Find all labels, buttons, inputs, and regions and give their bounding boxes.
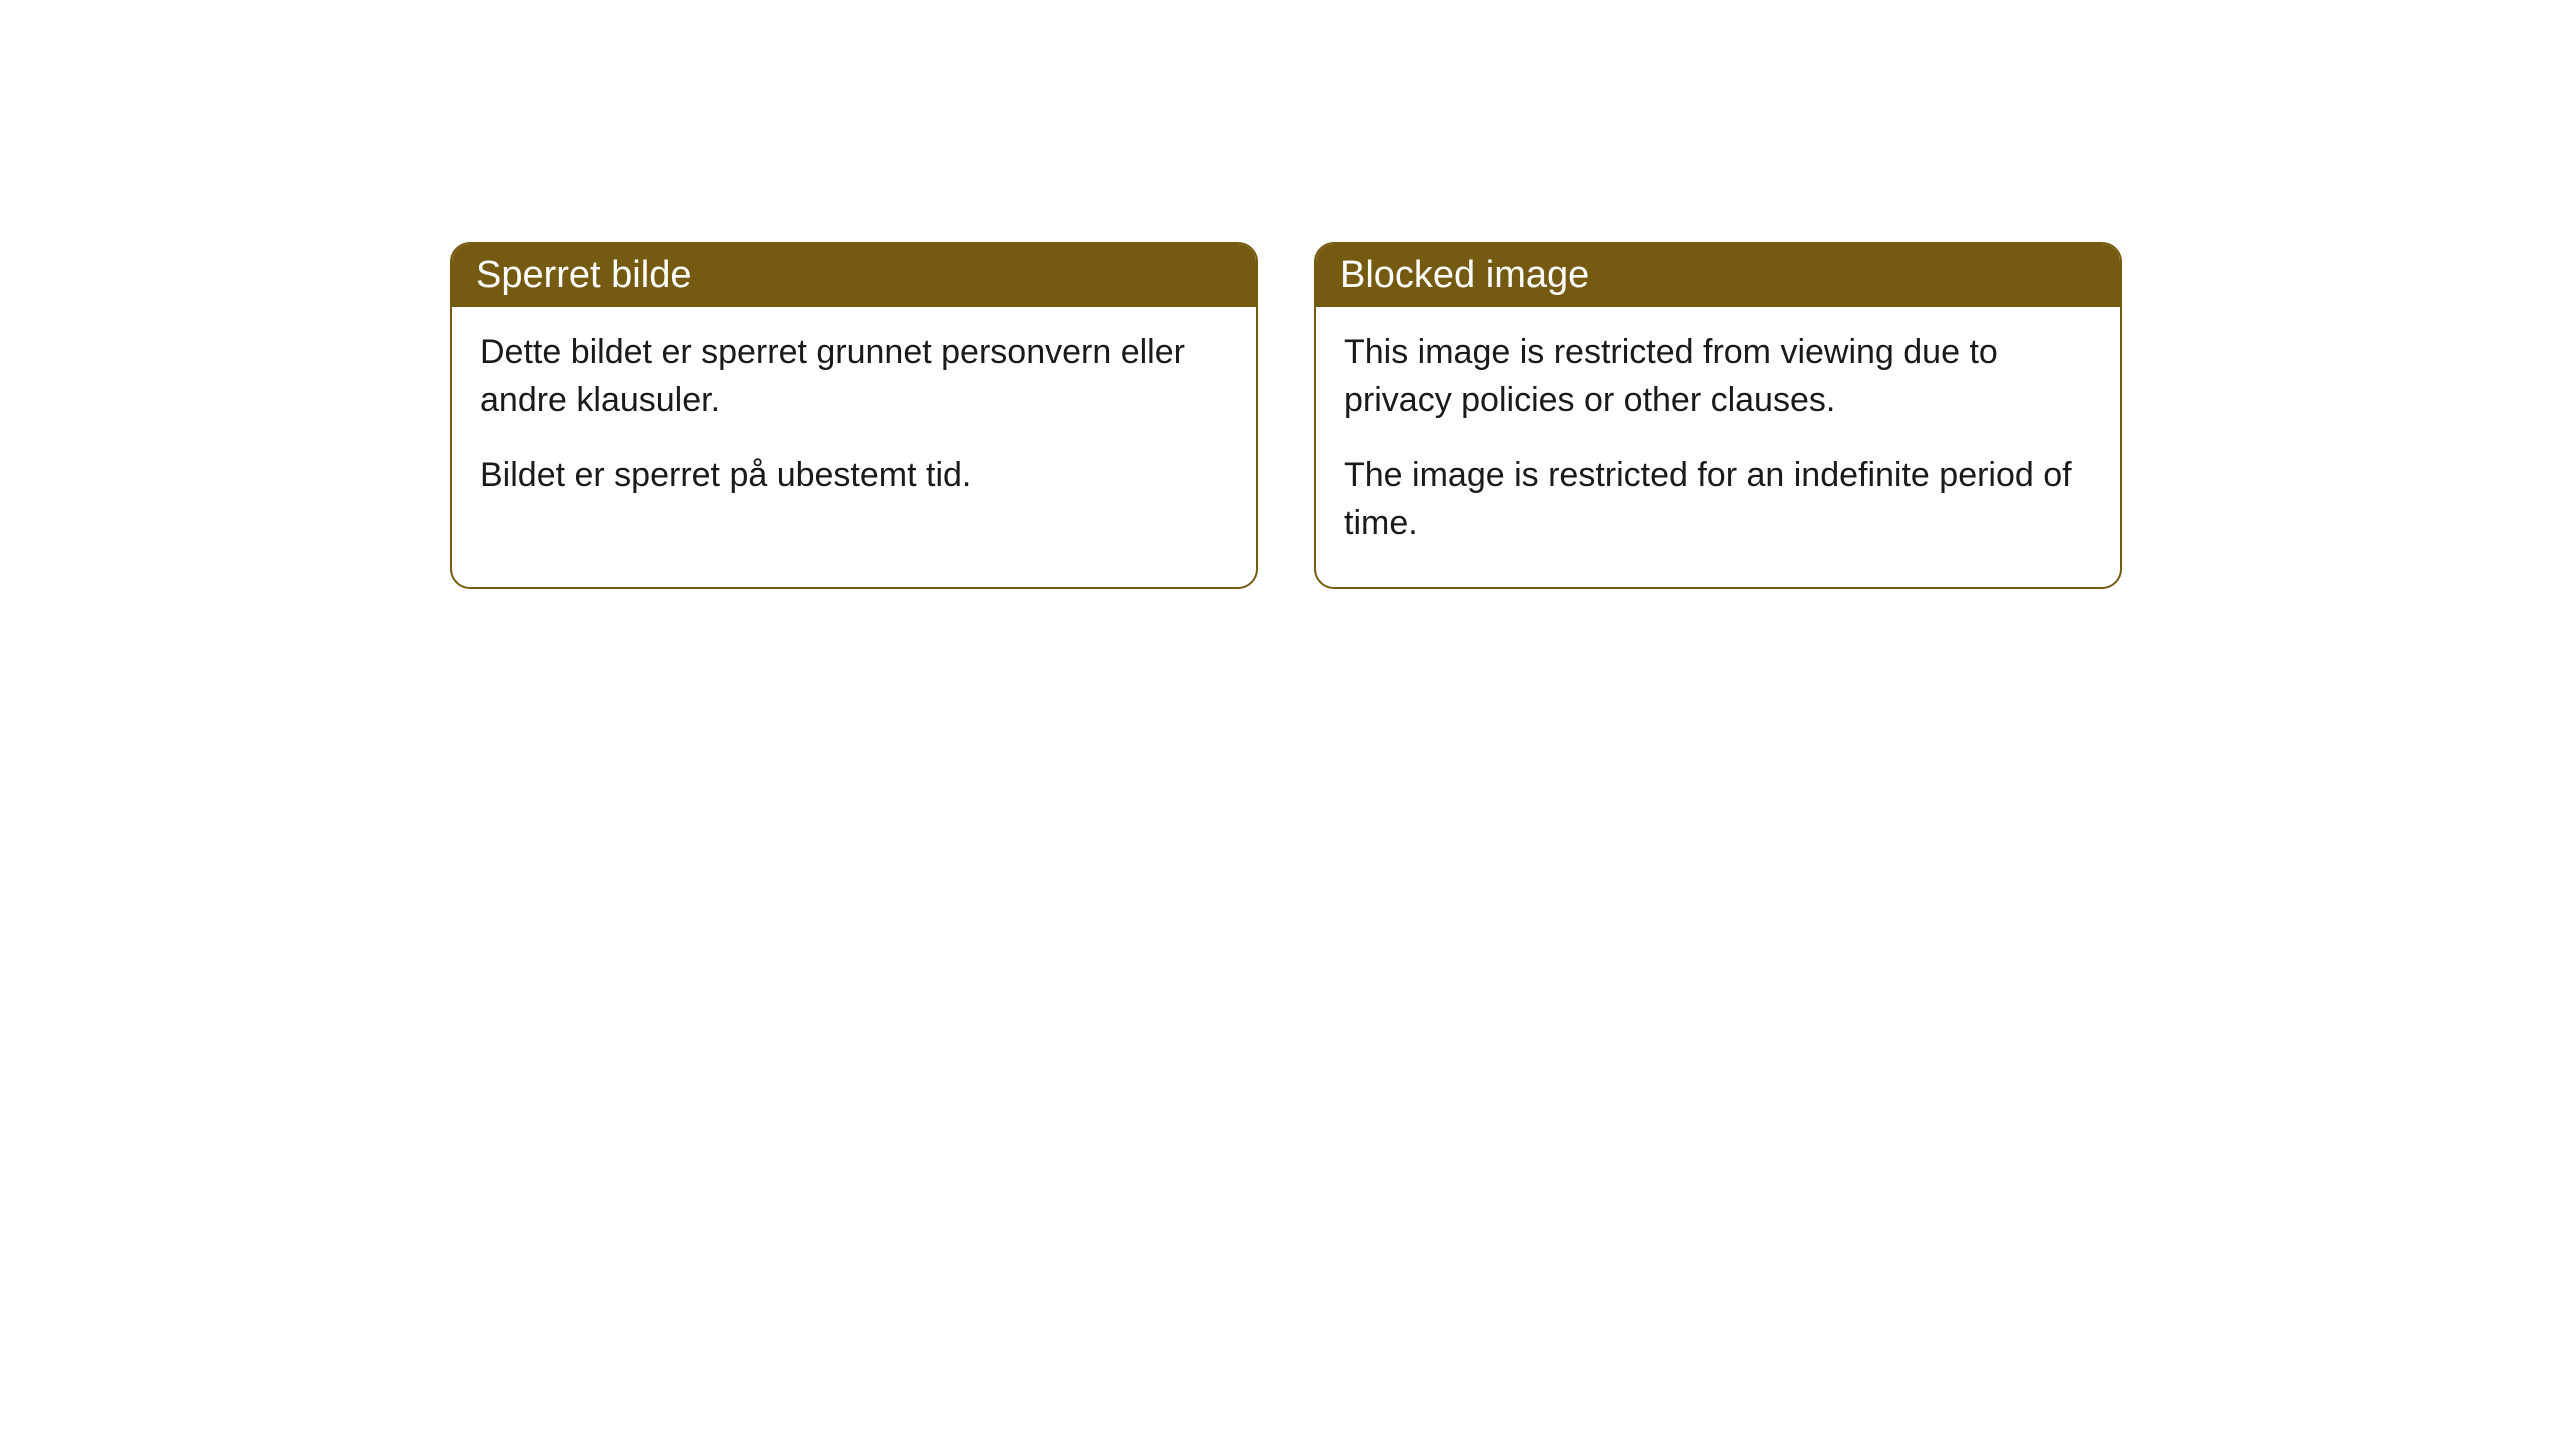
card-header-en: Blocked image [1316,244,2120,307]
card-title-en: Blocked image [1340,254,1589,296]
card-body-no: Dette bildet er sperret grunnet personve… [452,307,1256,540]
card-body-en: This image is restricted from viewing du… [1316,307,2120,587]
card-text-no-1: Dette bildet er sperret grunnet personve… [480,329,1228,424]
card-text-no-2: Bildet er sperret på ubestemt tid. [480,452,1228,500]
blocked-image-card-en: Blocked image This image is restricted f… [1314,242,2122,589]
card-text-en-2: The image is restricted for an indefinit… [1344,452,2092,547]
notice-container: Sperret bilde Dette bildet er sperret gr… [450,242,2122,589]
blocked-image-card-no: Sperret bilde Dette bildet er sperret gr… [450,242,1258,589]
card-title-no: Sperret bilde [476,254,691,296]
card-header-no: Sperret bilde [452,244,1256,307]
card-text-en-1: This image is restricted from viewing du… [1344,329,2092,424]
